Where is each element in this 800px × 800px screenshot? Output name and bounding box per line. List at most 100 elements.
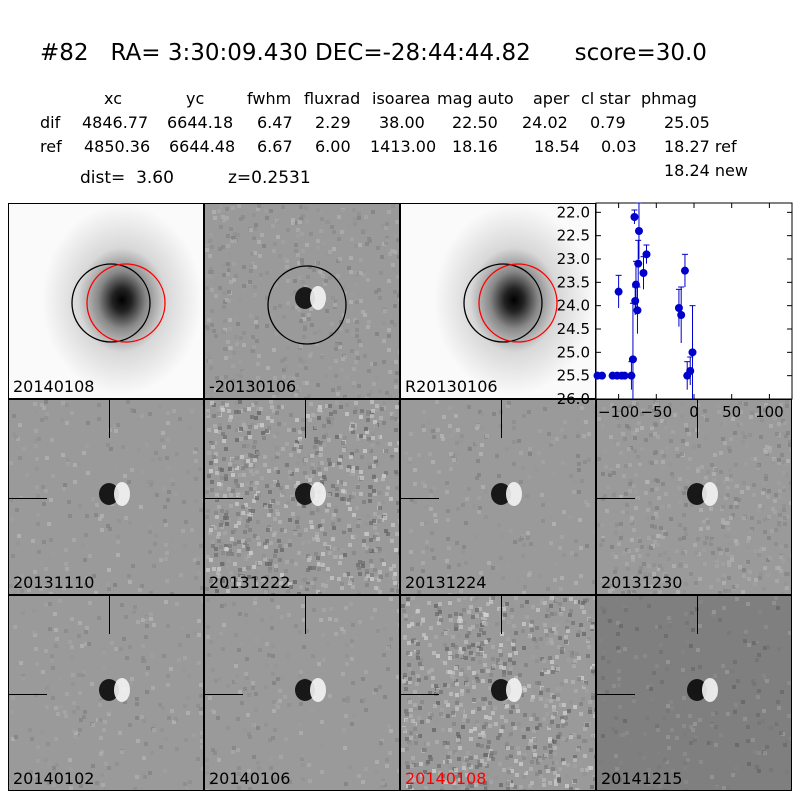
cell-value: 18.27 ref bbox=[664, 137, 737, 156]
cell-value: 6.67 bbox=[257, 137, 293, 156]
stamp-image bbox=[401, 400, 595, 594]
y-tick-label: 24.0 bbox=[557, 297, 590, 315]
cell-value: 22.50 bbox=[452, 113, 498, 132]
data-point bbox=[674, 304, 683, 312]
stamp-date-label: 20131110 bbox=[13, 573, 95, 592]
data-point bbox=[639, 269, 648, 277]
reference-circle bbox=[86, 263, 166, 343]
cell-value: 6.47 bbox=[257, 113, 293, 132]
stamp-date-label: 20131224 bbox=[405, 573, 487, 592]
crosshair-tick-horizontal bbox=[205, 498, 243, 499]
stamp-panel: 20131230 bbox=[596, 399, 792, 595]
cell-value: 1413.00 bbox=[370, 137, 437, 156]
cell-value: 0.79 bbox=[590, 113, 626, 132]
stamp-date-label: 20140108 bbox=[13, 377, 95, 396]
crosshair-tick-horizontal bbox=[597, 498, 635, 499]
x-tick-label: 50 bbox=[722, 403, 741, 421]
crosshair-tick-vertical bbox=[501, 596, 502, 634]
column-header: xc bbox=[104, 89, 122, 108]
plot-frame bbox=[595, 202, 793, 400]
y-tick-label: 25.5 bbox=[557, 367, 590, 385]
column-header: mag auto bbox=[437, 89, 514, 108]
aperture-circle bbox=[71, 263, 151, 343]
light-curve-chart: 22.0 22.5 23.0 23.5 24.0 24.5 25.0 25.5 26.0 −100… bbox=[557, 202, 793, 421]
cell-value: 2.29 bbox=[315, 113, 351, 132]
stamp-date-label: 20140108 bbox=[405, 769, 487, 788]
light-curve-plot: 22.0 22.5 23.0 23.5 24.0 24.5 25.0 25.5 26.0 −100… bbox=[557, 202, 793, 421]
cell-value: 6.00 bbox=[315, 137, 351, 156]
y-tick-label: 23.5 bbox=[557, 273, 590, 291]
x-tick-label: −100 bbox=[598, 403, 639, 421]
stamp-panel: 20131222 bbox=[204, 399, 400, 595]
column-header: phmag bbox=[641, 89, 697, 108]
crosshair-tick-vertical bbox=[501, 400, 502, 438]
stamp-date-label: 20140106 bbox=[209, 769, 291, 788]
data-point bbox=[627, 371, 636, 380]
data-point bbox=[686, 367, 695, 375]
aperture-circle bbox=[463, 263, 543, 343]
stamp-image bbox=[205, 204, 399, 398]
redshift-value: z=0.2531 bbox=[228, 168, 311, 188]
data-point bbox=[677, 311, 686, 319]
column-header: cl star bbox=[581, 89, 631, 108]
cell-value: 0.03 bbox=[601, 137, 637, 156]
stamp-image bbox=[205, 400, 399, 594]
y-tick-label: 22.0 bbox=[557, 203, 590, 221]
data-point bbox=[634, 227, 643, 235]
x-tick-label: −50 bbox=[640, 403, 672, 421]
column-header: yc bbox=[186, 89, 205, 108]
row-label: ref bbox=[40, 137, 62, 156]
stamp-panel: -20130106 bbox=[204, 203, 400, 399]
stamp-date-label: 20131230 bbox=[601, 573, 683, 592]
stamp-date-label: 20140102 bbox=[13, 769, 95, 788]
x-tick-label: 0 bbox=[689, 403, 699, 421]
crosshair-tick-horizontal bbox=[9, 498, 47, 499]
column-header: aper bbox=[533, 89, 570, 108]
stamp-image bbox=[401, 596, 595, 790]
data-point bbox=[634, 259, 643, 268]
stamp-panel: 20140106 bbox=[204, 595, 400, 791]
stamp-date-label: R20130106 bbox=[405, 377, 498, 396]
y-tick-label: 23.0 bbox=[557, 250, 590, 268]
stamp-panel: 20131110 bbox=[8, 399, 204, 595]
crosshair-tick-horizontal bbox=[9, 694, 47, 695]
reference-circle bbox=[478, 263, 558, 343]
page-title: #82 RA= 3:30:09.430 DEC=-28:44:44.82 sco… bbox=[40, 40, 707, 66]
cell-value: 25.05 bbox=[664, 113, 710, 132]
stamp-panel: 20140108 bbox=[400, 595, 596, 791]
crosshair-tick-vertical bbox=[305, 400, 306, 438]
row-label: dif bbox=[40, 113, 61, 132]
column-header: fluxrad bbox=[304, 89, 361, 108]
crosshair-tick-vertical bbox=[697, 400, 698, 438]
column-header: fwhm bbox=[247, 89, 292, 108]
cell-value: 4846.77 bbox=[82, 113, 149, 132]
stamp-panel: 20141215 bbox=[596, 595, 792, 791]
cell-value: 24.02 bbox=[522, 113, 568, 132]
stamp-image bbox=[205, 596, 399, 790]
cell-value: 4850.36 bbox=[84, 137, 151, 156]
stamp-panel: R20130106 bbox=[400, 203, 596, 399]
data-point bbox=[598, 371, 607, 380]
y-tick-label: 26.0 bbox=[557, 390, 590, 408]
stamp-image bbox=[401, 204, 595, 398]
stamp-image bbox=[597, 400, 791, 594]
data-point bbox=[631, 297, 640, 305]
crosshair-tick-vertical bbox=[697, 596, 698, 634]
stamp-image bbox=[597, 596, 791, 790]
stamp-image bbox=[9, 204, 203, 398]
new-mag-value: 18.24 new bbox=[664, 161, 748, 180]
data-point bbox=[614, 287, 623, 296]
cell-value: 18.54 bbox=[534, 137, 580, 156]
data-point bbox=[680, 266, 689, 275]
crosshair-tick-horizontal bbox=[401, 498, 439, 499]
stamp-panel: 20140108 bbox=[8, 203, 204, 399]
stamp-panel: 20131224 bbox=[400, 399, 596, 595]
crosshair-tick-horizontal bbox=[597, 694, 635, 695]
stamp-date-label: 20131222 bbox=[209, 573, 291, 592]
cell-value: 6644.48 bbox=[169, 137, 236, 156]
stamp-image bbox=[9, 596, 203, 790]
data-point bbox=[630, 213, 639, 221]
crosshair-tick-vertical bbox=[109, 596, 110, 634]
crosshair-tick-vertical bbox=[305, 596, 306, 634]
y-tick-label: 24.5 bbox=[557, 320, 590, 338]
